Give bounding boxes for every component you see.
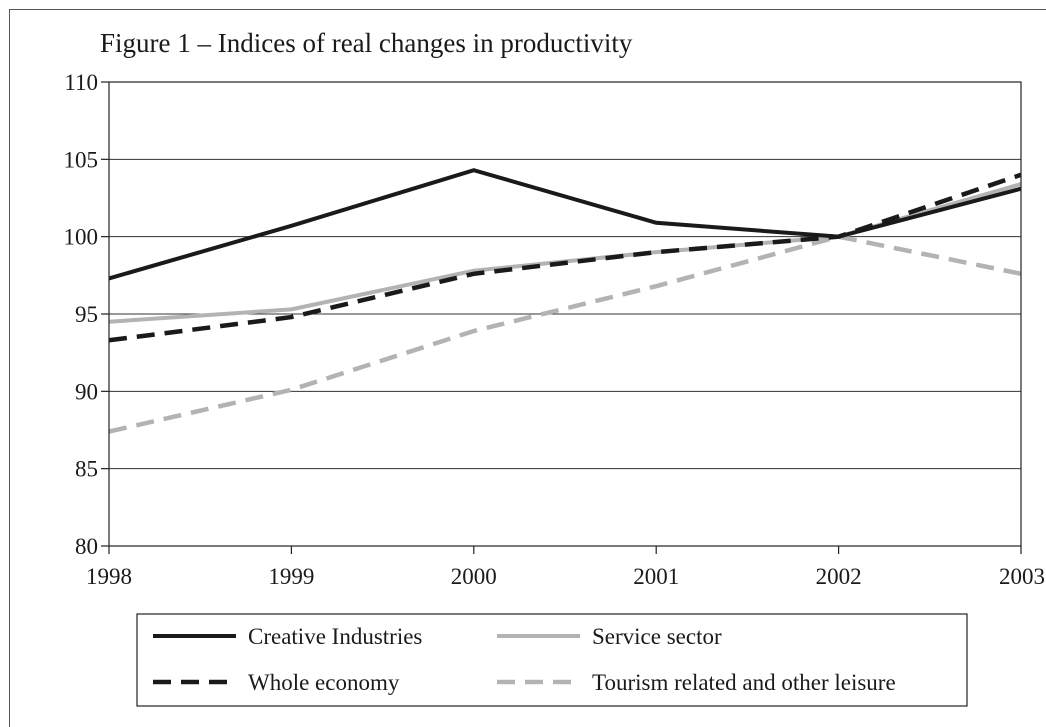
x-tick-label: 2003 [999,564,1045,589]
legend-label: Tourism related and other leisure [592,670,896,695]
y-tick-label: 95 [75,302,98,327]
y-tick-label: 90 [75,379,98,404]
series-line-whole-economy [108,172,1022,343]
legend-label: Creative Industries [248,624,422,649]
x-tick-label: 2000 [451,564,497,589]
series-lines [108,168,1022,434]
y-tick-label: 100 [64,225,99,250]
y-axis-ticks: 80 85 90 95 100 105 110 [64,70,109,559]
legend-box [136,613,968,707]
series-line-tourism-related-and-other-leisure [108,234,1022,434]
x-tick-label: 2001 [633,564,679,589]
legend-label: Whole economy [248,670,400,695]
y-tick-label: 105 [64,147,99,172]
y-tick-label: 110 [64,70,98,95]
series-line-service-sector [108,182,1022,324]
figure-frame [9,9,1046,727]
x-axis-ticks: 1998 1999 2000 2001 2002 2003 [86,546,1045,589]
legend-label: Service sector [592,624,722,649]
x-tick-label: 2002 [816,564,862,589]
y-tick-label: 80 [75,534,98,559]
y-tick-label: 85 [75,457,98,482]
legend: Creative Industries Service sector Whole e… [136,613,968,707]
plot-border [108,81,1022,547]
chart-title: Figure 1 – Indices of real changes in pr… [100,28,633,58]
x-tick-label: 1998 [86,564,132,589]
x-tick-label: 1999 [268,564,314,589]
